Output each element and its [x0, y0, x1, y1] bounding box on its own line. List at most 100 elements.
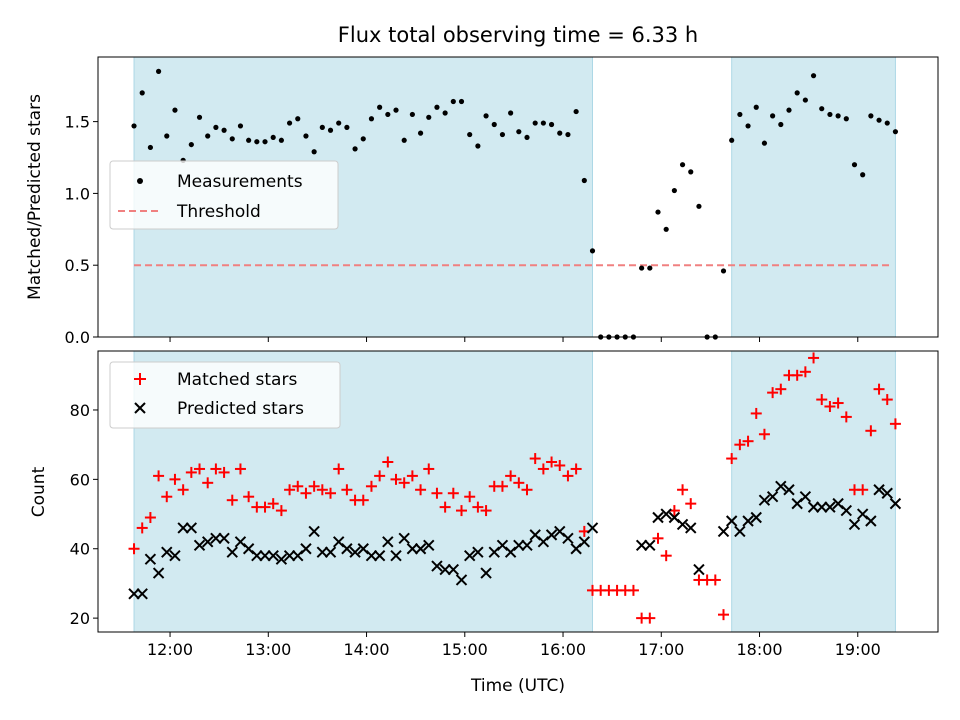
measurement-point	[205, 133, 211, 139]
predicted-stars-point	[193, 539, 206, 551]
matched-stars-point	[267, 498, 279, 510]
matched-stars-point	[652, 532, 664, 544]
measurement-point	[368, 116, 375, 122]
predicted-stars-point	[480, 567, 492, 579]
measurement-point	[311, 149, 317, 155]
matched-stars-point	[865, 425, 877, 437]
matched-stars-point	[128, 543, 140, 555]
measurement-point	[246, 137, 252, 143]
predicted-stars-point	[758, 494, 771, 506]
predicted-stars-point	[218, 532, 230, 545]
matched-stars-point	[226, 494, 238, 506]
matched-stars-point	[758, 428, 770, 440]
measurement-point	[794, 90, 800, 96]
measurement-point	[876, 117, 882, 123]
matched-stars-point	[439, 501, 451, 513]
legend-threshold-label: Threshold	[176, 202, 261, 222]
measurement-point	[802, 97, 808, 103]
predicted-stars-point	[349, 546, 361, 558]
measurement-point	[827, 111, 833, 118]
matched-stars-point	[177, 484, 189, 496]
predicted-stars-point	[398, 532, 410, 545]
matched-stars-point	[677, 484, 689, 496]
matched-stars-point	[365, 480, 377, 492]
measurement-point	[344, 124, 350, 130]
measurement-point	[155, 68, 162, 74]
shaded-interval-1	[731, 56, 896, 338]
measurement-point	[761, 140, 768, 146]
measurement-point	[819, 106, 825, 112]
predicted-stars-point	[169, 549, 181, 562]
predicted-stars-point	[283, 549, 296, 562]
measurement-point	[254, 139, 260, 145]
measurement-point	[745, 123, 751, 129]
predicted-stars-point	[513, 539, 525, 551]
predicted-stars-point	[766, 490, 779, 503]
predicted-stars-point	[161, 546, 173, 558]
matched-stars-point	[218, 466, 230, 478]
matched-stars-point	[505, 470, 517, 482]
predicted-stars-point	[562, 532, 574, 545]
matched-stars-point	[537, 463, 549, 475]
measurement-point	[131, 123, 137, 129]
matched-stars-point	[562, 470, 574, 482]
measurement-point	[884, 120, 890, 126]
predicted-stars-point	[128, 588, 140, 600]
x-tick-label: 16:00	[540, 640, 586, 659]
x-tick-label: 13:00	[245, 640, 291, 659]
legend-predicted-label: Predicted stars	[177, 399, 304, 419]
x-axis-label: Time (UTC)	[470, 676, 565, 696]
measurement-point	[843, 116, 849, 122]
measurement-point	[786, 107, 792, 113]
matched-stars-point	[521, 484, 533, 496]
matched-stars-point	[243, 491, 255, 503]
matched-stars-point	[415, 484, 427, 496]
measurement-point	[270, 134, 276, 141]
matched-stars-point	[153, 470, 165, 482]
measurement-point	[286, 120, 293, 126]
measurement-point	[467, 131, 473, 138]
matched-stars-point	[390, 473, 402, 485]
measurement-point	[770, 113, 776, 119]
measurement-point	[229, 136, 235, 142]
measurement-point	[557, 130, 563, 136]
matched-stars-point	[881, 394, 893, 406]
matched-stars-point	[767, 387, 779, 399]
bottom-legend: Matched stars Predicted stars	[109, 361, 341, 429]
matched-stars-point	[406, 470, 418, 482]
matched-stars-point	[472, 501, 484, 513]
matched-stars-point	[546, 456, 558, 468]
matched-stars-point	[161, 491, 173, 503]
shaded-interval-0	[133, 350, 594, 633]
measurement-point	[385, 111, 391, 118]
matched-stars-point	[144, 512, 156, 524]
predicted-stars-point	[439, 563, 451, 576]
predicted-stars-point	[308, 525, 320, 538]
measurement-point	[319, 124, 325, 130]
measurement-point	[213, 124, 219, 130]
matched-stars-point	[554, 459, 566, 471]
measurement-point	[450, 98, 456, 105]
matched-stars-point	[840, 411, 852, 423]
measurement-point	[516, 129, 522, 135]
y-tick-label: 1.0	[65, 184, 90, 203]
predicted-stars-point	[783, 484, 795, 496]
measurement-point	[434, 104, 440, 110]
measurement-point	[835, 113, 841, 119]
predicted-stars-point	[586, 522, 599, 534]
predicted-stars-point	[406, 543, 419, 555]
y-tick-label: 20	[70, 609, 90, 628]
predicted-stars-point	[652, 511, 664, 524]
y-tick-label: 40	[70, 540, 90, 559]
y-tick-label: 0.0	[65, 328, 90, 347]
matched-stars-point	[709, 574, 721, 586]
measurement-point	[589, 248, 596, 254]
predicted-stars-point	[693, 563, 705, 576]
predicted-stars-point	[152, 567, 165, 579]
matched-stars-point	[292, 480, 304, 492]
matched-stars-point	[259, 501, 271, 513]
predicted-stars-point	[267, 549, 279, 562]
predicted-stars-point	[423, 539, 435, 551]
predicted-stars-point	[742, 515, 754, 527]
